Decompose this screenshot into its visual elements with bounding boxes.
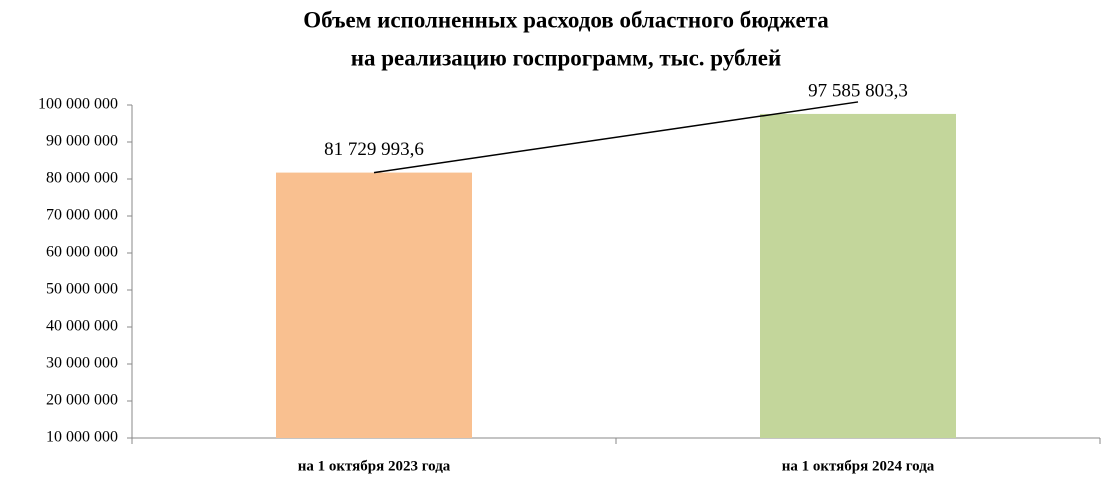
- y-tick-label: 20 000 000: [46, 392, 118, 409]
- leader-line: [373, 101, 859, 174]
- y-tick-label: 40 000 000: [46, 318, 118, 335]
- y-tick-label: 80 000 000: [46, 170, 118, 187]
- x-tick-label: на 1 октября 2024 года: [782, 458, 935, 474]
- y-tick-label: 30 000 000: [46, 355, 118, 372]
- y-tick-label: 100 000 000: [38, 96, 118, 113]
- chart-title: на реализацию госпрограмм, тыс. рублей: [351, 45, 782, 70]
- chart-title: Объем исполненных расходов областного бю…: [303, 7, 829, 32]
- bar: [760, 113, 956, 438]
- x-tick-label: на 1 октября 2023 года: [298, 458, 451, 474]
- bar: [276, 172, 472, 438]
- y-tick-label: 60 000 000: [46, 244, 118, 261]
- value-label: 81 729 993,6: [324, 139, 424, 160]
- y-tick-label: 10 000 000: [46, 429, 118, 446]
- value-label: 97 585 803,3: [808, 80, 908, 101]
- y-tick-label: 70 000 000: [46, 207, 118, 224]
- y-tick-label: 50 000 000: [46, 281, 118, 298]
- y-tick-label: 90 000 000: [46, 133, 118, 150]
